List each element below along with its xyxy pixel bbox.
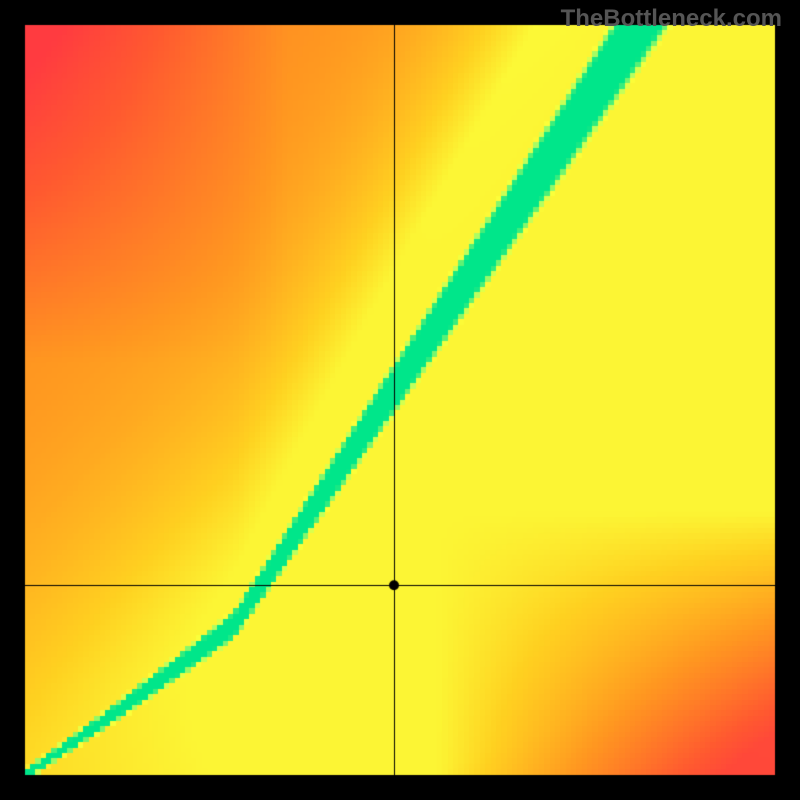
bottleneck-heatmap <box>0 0 800 800</box>
watermark-text: TheBottleneck.com <box>561 5 782 33</box>
chart-container: TheBottleneck.com <box>0 0 800 800</box>
